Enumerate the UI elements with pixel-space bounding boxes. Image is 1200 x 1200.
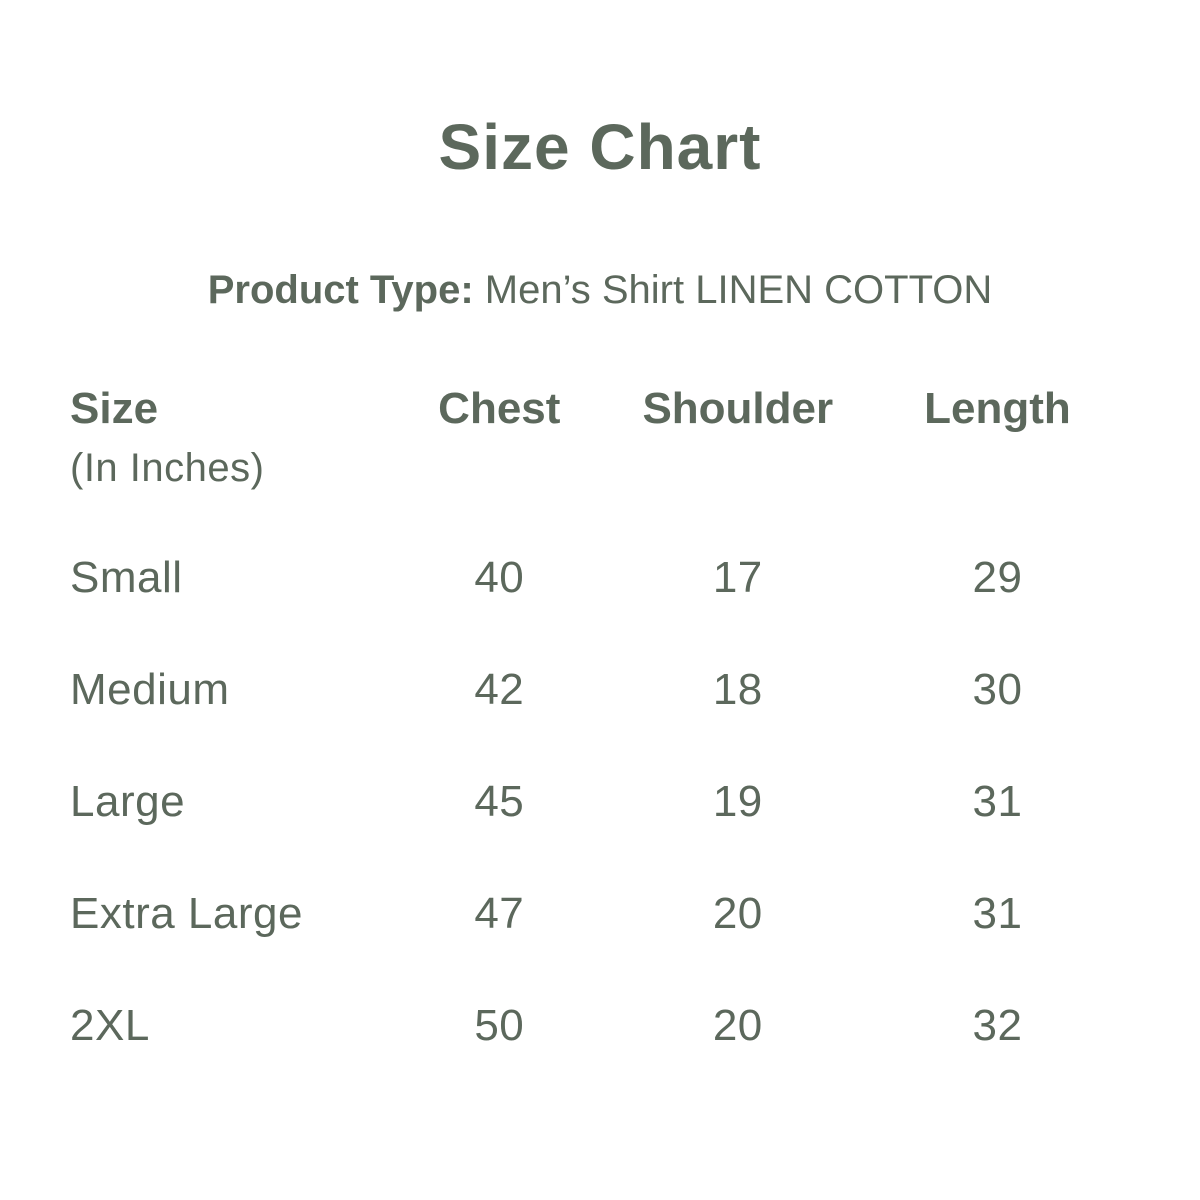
page-title: Size Chart xyxy=(438,111,762,183)
size-value: 2XL xyxy=(70,1001,150,1051)
length-value: 31 xyxy=(972,889,1023,939)
size-units-note: (In Inches) xyxy=(70,445,265,490)
size-value: Medium xyxy=(70,664,230,714)
product-type-line: Product Type: Men’s Shirt LINEN COTTON xyxy=(0,266,1200,314)
chest-value: 40 xyxy=(474,552,525,602)
shoulder-value: 20 xyxy=(712,889,763,939)
chest-value: 50 xyxy=(474,1001,525,1051)
product-type-label: Product Type: xyxy=(207,268,474,313)
column-header-size: Size (In Inches) xyxy=(70,384,388,490)
shoulder-value: 20 xyxy=(712,1001,763,1051)
table-row-extra-large: Extra Large 47 20 31 xyxy=(70,889,1130,939)
chest-value: 42 xyxy=(474,664,525,714)
length-value: 31 xyxy=(972,776,1023,826)
size-table: Size (In Inches) Chest Shoulder Length S… xyxy=(0,386,1200,1049)
table-row-2xl: 2XL 50 20 32 xyxy=(70,1003,1130,1049)
shoulder-value: 17 xyxy=(712,552,763,602)
column-header-shoulder: Shoulder xyxy=(642,384,834,434)
table-row-large: Large 45 19 31 xyxy=(70,776,1130,826)
shoulder-value: 19 xyxy=(712,776,763,826)
column-header-chest: Chest xyxy=(438,384,561,434)
size-value: Small xyxy=(70,552,183,602)
table-row-small: Small 40 17 29 xyxy=(70,552,1130,602)
length-value: 32 xyxy=(972,1001,1023,1051)
length-value: 30 xyxy=(972,664,1023,714)
size-value: Extra Large xyxy=(70,889,303,939)
table-header-row: Size (In Inches) Chest Shoulder Length xyxy=(70,384,1130,490)
table-row-medium: Medium 42 18 30 xyxy=(70,664,1130,714)
chest-value: 45 xyxy=(474,776,525,826)
size-header-label: Size xyxy=(70,384,159,434)
size-value: Large xyxy=(70,776,186,826)
length-value: 29 xyxy=(972,552,1023,602)
product-type-value: Men’s Shirt LINEN COTTON xyxy=(484,268,993,313)
column-header-length: Length xyxy=(924,384,1071,434)
shoulder-value: 18 xyxy=(712,664,763,714)
chest-value: 47 xyxy=(474,889,525,939)
